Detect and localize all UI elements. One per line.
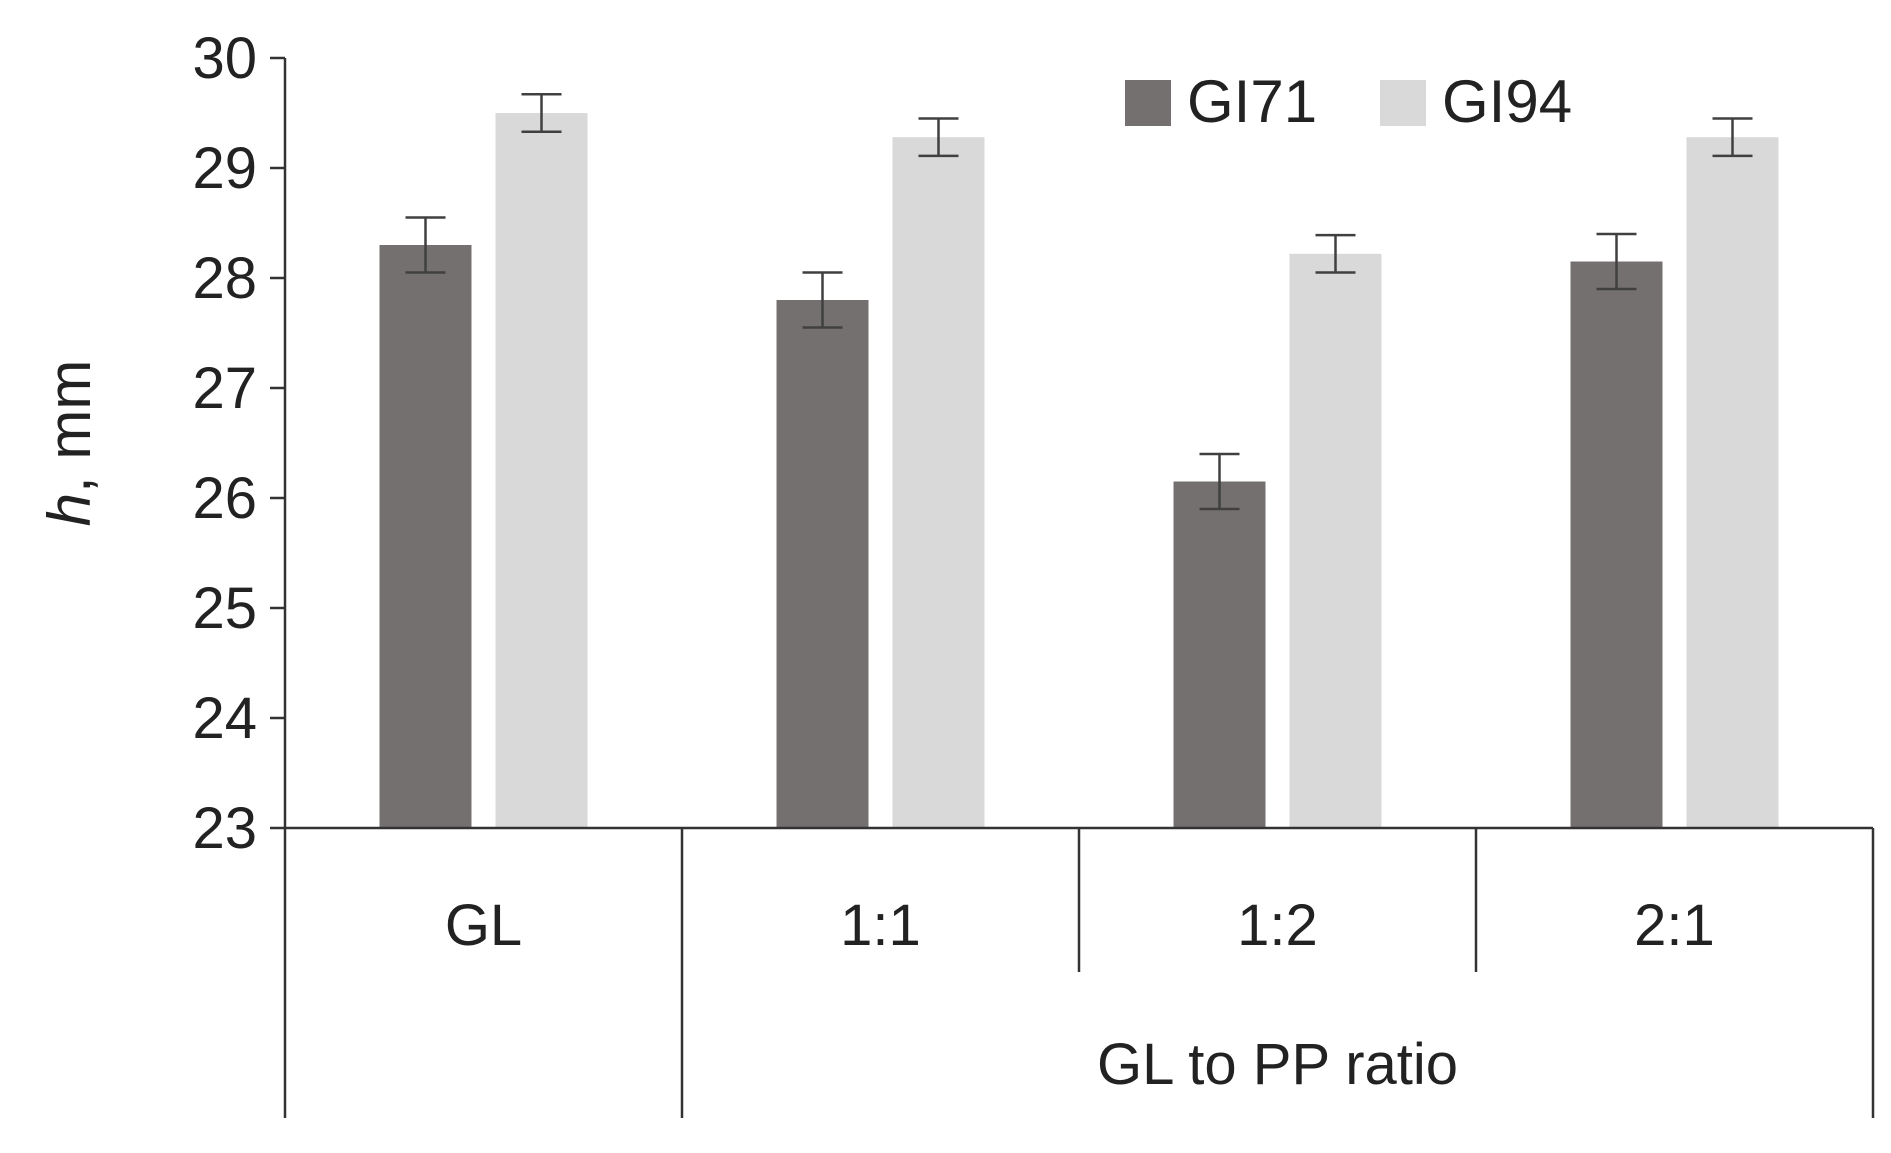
y-tick-label: 23 [192,796,257,861]
bar-gi94-2 [1289,253,1382,829]
y-tick-label: 26 [192,466,257,531]
legend-swatch-gi94 [1380,80,1426,126]
y-tick-label: 30 [192,26,257,91]
y-axis-title-symbol: h [36,493,103,526]
x-axis-group-label: GL to PP ratio [1097,1032,1458,1097]
legend-label-gi71: GI71 [1187,68,1317,135]
bar-gi94-0 [495,113,588,828]
x-tick-label: 1:1 [840,893,921,958]
y-tick-label: 25 [192,576,257,641]
y-tick-label: 29 [192,136,257,201]
legend-label-gi94: GI94 [1442,68,1572,135]
x-tick-label: 2:1 [1634,893,1715,958]
bar-gi94-1 [892,137,985,828]
legend-swatch-gi71 [1125,80,1171,126]
y-tick-label: 24 [192,686,257,751]
bar-gi71-2 [1173,481,1266,828]
x-tick-label: GL [445,893,522,958]
bar-gi71-0 [379,245,472,828]
y-axis-title: h, mm [36,360,103,527]
bar-gi71-3 [1570,261,1663,828]
plot-area: 23 24 25 26 27 28 29 30 GL 1:1 1:2 2:1 [192,26,1875,1118]
y-tick-label: 28 [192,246,257,311]
y-tick-label: 27 [192,356,257,421]
bar-gi71-1 [776,300,869,828]
y-axis-title-unit: , mm [36,360,103,493]
bar-gi94-3 [1686,137,1779,828]
x-tick-label: 1:2 [1237,893,1318,958]
legend: GI71 GI94 [1125,68,1572,135]
